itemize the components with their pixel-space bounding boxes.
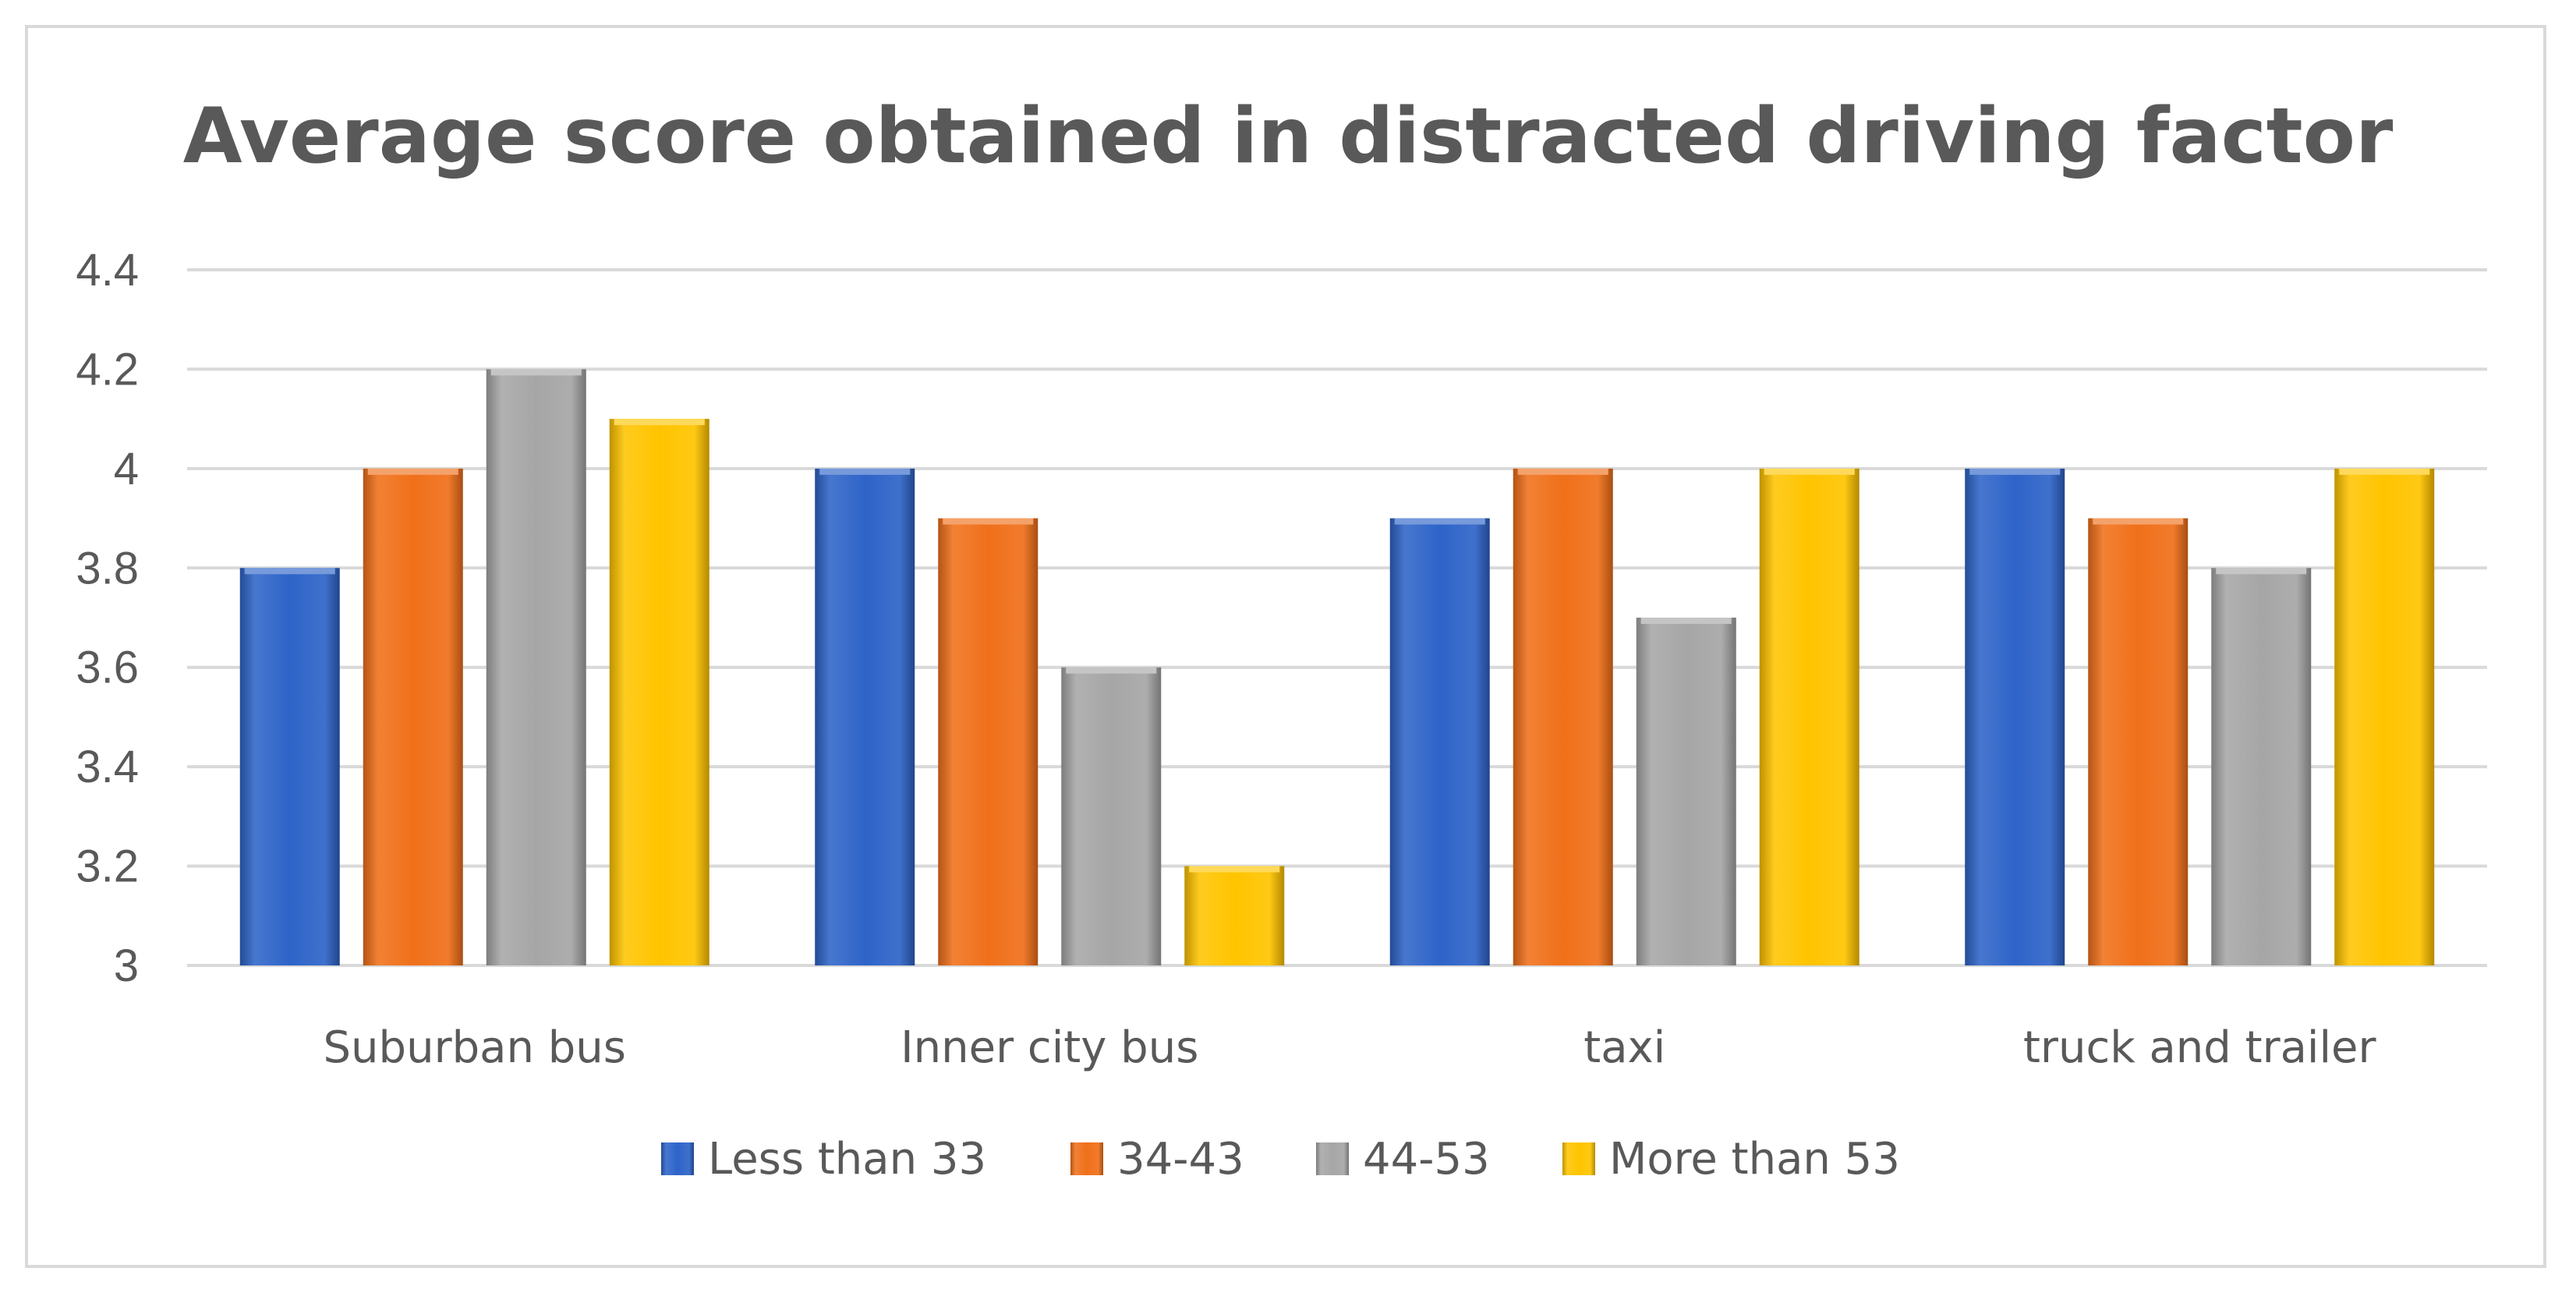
legend-label: 44-53 (1363, 1134, 1490, 1185)
bar-highlight (2093, 518, 2184, 525)
bar-body (2211, 568, 2312, 965)
bar-body (1389, 518, 1490, 965)
legend-item: 44-53 (1316, 1134, 1490, 1185)
legend-swatch (1070, 1142, 1103, 1175)
bar-body (1636, 618, 1736, 965)
bar (2088, 518, 2189, 965)
bar-body (2334, 468, 2435, 965)
bar-highlight (819, 468, 911, 475)
legend-swatch (1316, 1142, 1349, 1175)
legend-swatch (1562, 1142, 1595, 1175)
bar (815, 468, 915, 965)
bar-highlight (490, 369, 582, 376)
legend-item: Less than 33 (661, 1134, 986, 1185)
bar (2334, 468, 2435, 965)
bar (938, 518, 1039, 965)
bar-body (2088, 518, 2189, 965)
bar-body (1513, 468, 1613, 965)
chart-title: Average score obtained in distracted dri… (183, 92, 2394, 181)
bar (486, 369, 586, 965)
bar-highlight (2216, 568, 2307, 575)
bar (1184, 866, 1285, 965)
y-tick-label: 4.2 (76, 344, 139, 395)
y-tick-label: 3 (114, 940, 139, 991)
bar-highlight (1764, 468, 1855, 475)
bar (1636, 618, 1736, 965)
x-category-label: taxi (1583, 1022, 1665, 1073)
bar (2211, 568, 2312, 965)
y-tick-label: 3.6 (76, 643, 139, 693)
bar-body (1759, 468, 1859, 965)
bar-body (609, 419, 709, 965)
bars (239, 369, 2435, 965)
y-axis-tick-labels: 3 3.2 3.4 3.6 3.8 4 4.2 4.4 (76, 245, 139, 991)
bar-highlight (1640, 618, 1732, 624)
y-tick-label: 3.8 (76, 543, 139, 593)
bar (363, 468, 463, 965)
bar-body (1061, 667, 1162, 965)
bar-highlight (367, 468, 458, 475)
bar (239, 568, 340, 965)
bar (609, 419, 709, 965)
bar-highlight (244, 568, 335, 575)
bar-highlight (1394, 518, 1485, 525)
x-category-label: Suburban bus (324, 1022, 626, 1073)
bar-body (239, 568, 340, 965)
bar (1061, 667, 1162, 965)
x-category-label: truck and trailer (2023, 1022, 2377, 1073)
bar-body (1965, 468, 2065, 965)
bar (1759, 468, 1859, 965)
bar (1965, 468, 2065, 965)
bar-highlight (943, 518, 1034, 525)
legend-label: Less than 33 (708, 1134, 986, 1185)
bar-body (815, 468, 915, 965)
bar (1513, 468, 1613, 965)
bar-highlight (1969, 468, 2061, 475)
bar-highlight (1517, 468, 1608, 475)
x-axis-category-labels: Suburban bus Inner city bus taxi truck and … (324, 1022, 2377, 1073)
bar-body (1184, 866, 1285, 965)
bar-highlight (1066, 667, 1157, 674)
legend: Less than 33 34-43 44-53 More than 53 (661, 1134, 1900, 1185)
legend-item: More than 53 (1562, 1134, 1900, 1185)
bar (1389, 518, 1490, 965)
legend-item: 34-43 (1070, 1134, 1244, 1185)
y-tick-label: 4 (114, 444, 139, 494)
x-category-label: Inner city bus (901, 1022, 1198, 1073)
bar-body (486, 369, 586, 965)
bar-highlight (1189, 866, 1280, 873)
legend-swatch (661, 1142, 694, 1175)
bar-body (363, 468, 463, 965)
y-tick-label: 3.2 (76, 841, 139, 892)
y-tick-label: 3.4 (76, 742, 139, 792)
bar-body (938, 518, 1039, 965)
bar-highlight (2339, 468, 2430, 475)
bar-highlight (614, 419, 705, 426)
legend-label: More than 53 (1609, 1134, 1900, 1185)
y-tick-label: 4.4 (76, 245, 139, 296)
legend-label: 34-43 (1117, 1134, 1244, 1185)
